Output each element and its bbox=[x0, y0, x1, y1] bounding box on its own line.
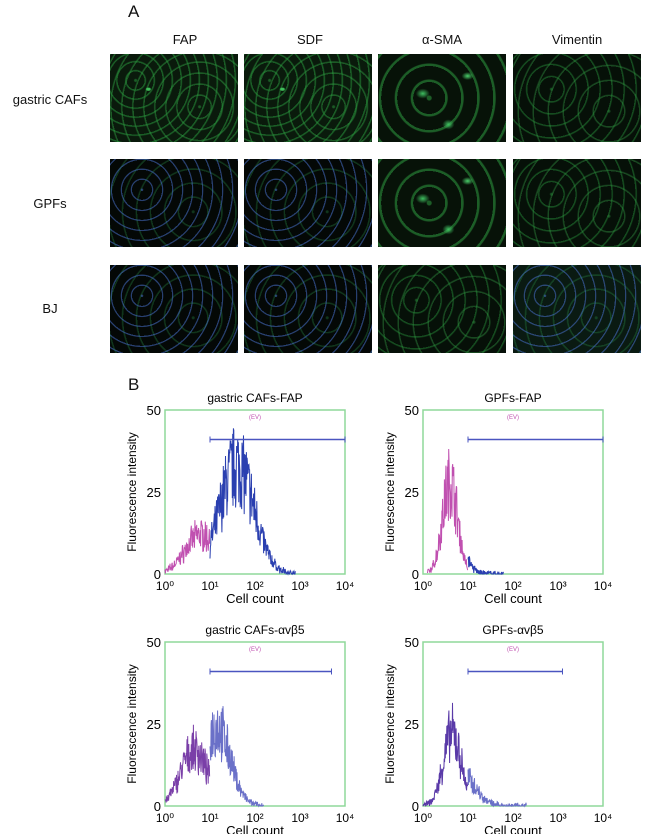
histogram-cafs-avb5: gastric CAFs-αvβ5 (EV) 0 25 50 10⁰ 10¹ 10² 10³ 10… bbox=[125, 623, 355, 834]
y-tick-label: 50 bbox=[147, 403, 161, 418]
y-tick-label: 25 bbox=[405, 717, 419, 732]
x-tick-label: 10⁴ bbox=[336, 811, 355, 825]
micrograph-gpfs-sdf bbox=[244, 159, 372, 247]
row-label-gastric-cafs: gastric CAFs bbox=[12, 92, 88, 107]
x-tick-label: 10² bbox=[504, 579, 521, 593]
histogram-series-stained bbox=[209, 706, 265, 808]
micrograph-cafs-vimentin bbox=[513, 54, 641, 142]
chart-title: gastric CAFs-αvβ5 bbox=[205, 623, 305, 637]
micrograph-bj-vimentin bbox=[513, 265, 641, 353]
y-tick-label: 0 bbox=[412, 567, 419, 582]
histogram-cafs-fap: gastric CAFs-FAP (EV) 0 25 50 10⁰ 10¹ 10² 10³ 10⁴… bbox=[125, 391, 355, 606]
histogram-series-isotype bbox=[427, 448, 469, 574]
micrograph-cafs-asma bbox=[378, 54, 506, 142]
x-tick-label: 10² bbox=[504, 811, 521, 825]
x-tick-label: 10³ bbox=[291, 579, 308, 593]
gate-label: (EV) bbox=[507, 647, 519, 653]
row-label-gpfs: GPFs bbox=[33, 196, 67, 211]
column-header-vimentin: Vimentin bbox=[551, 32, 603, 47]
histogram-gpfs-fap: GPFs-FAP (EV) 0 25 50 10⁰ 10¹ 10² 10³ 10⁴ Cell cou… bbox=[383, 391, 613, 606]
gate-label: (EV) bbox=[249, 647, 261, 653]
x-tick-label: 10³ bbox=[549, 579, 566, 593]
plot-frame bbox=[164, 641, 346, 807]
micrograph-gpfs-vimentin bbox=[513, 159, 641, 247]
y-tick-label: 50 bbox=[147, 635, 161, 650]
plot-frame bbox=[422, 409, 604, 575]
micrograph-cafs-sdf bbox=[244, 54, 372, 142]
plot-frame bbox=[164, 409, 346, 575]
micrograph-bj-sdf bbox=[244, 265, 372, 353]
column-header-asma: α-SMA bbox=[421, 32, 462, 47]
gate-label: (EV) bbox=[249, 415, 261, 421]
y-axis-label: Fluorescence intensity bbox=[125, 664, 139, 783]
y-axis-label: Fluorescence intensity bbox=[383, 432, 397, 551]
y-tick-label: 50 bbox=[405, 635, 419, 650]
x-tick-label: 10⁰ bbox=[156, 579, 174, 593]
x-axis-label: Cell count bbox=[484, 823, 542, 834]
x-tick-label: 10⁴ bbox=[336, 579, 355, 593]
x-tick-label: 10⁰ bbox=[414, 579, 432, 593]
micrograph-gpfs-fap bbox=[110, 159, 238, 247]
gate-label: (EV) bbox=[507, 415, 519, 421]
y-axis-label: Fluorescence intensity bbox=[125, 432, 139, 551]
chart-title: GPFs-αvβ5 bbox=[482, 623, 544, 637]
x-axis-label: Cell count bbox=[484, 591, 542, 606]
panel-a-letter: A bbox=[128, 2, 140, 21]
x-tick-label: 10¹ bbox=[459, 579, 476, 593]
x-axis-label: Cell count bbox=[226, 823, 284, 834]
y-tick-label: 0 bbox=[412, 799, 419, 814]
panel-b-letter: B bbox=[128, 375, 140, 394]
histogram-series-stained bbox=[467, 556, 504, 575]
x-tick-label: 10³ bbox=[291, 811, 308, 825]
column-header-fap: FAP bbox=[172, 32, 198, 47]
y-tick-label: 0 bbox=[154, 567, 161, 582]
histogram-series-stained bbox=[209, 428, 296, 576]
x-tick-label: 10¹ bbox=[201, 579, 218, 593]
column-header-sdf: SDF bbox=[297, 32, 323, 47]
micrograph-cafs-fap bbox=[110, 54, 238, 142]
row-label-bj: BJ bbox=[42, 301, 58, 316]
y-tick-label: 25 bbox=[147, 485, 161, 500]
x-axis-label: Cell count bbox=[226, 591, 284, 606]
histogram-series-isotype bbox=[164, 724, 211, 803]
chart-title: GPFs-FAP bbox=[484, 391, 541, 405]
micrograph-bj-asma bbox=[378, 265, 506, 353]
histogram-gpfs-avb5: GPFs-αvβ5 (EV) 0 25 50 10⁰ 10¹ 10² 10³ 10⁴ Cell co… bbox=[383, 623, 613, 834]
y-tick-label: 25 bbox=[147, 717, 161, 732]
x-tick-label: 10² bbox=[246, 579, 263, 593]
x-tick-label: 10⁰ bbox=[156, 811, 174, 825]
micrograph-bj-fap bbox=[110, 265, 238, 353]
x-tick-label: 10³ bbox=[549, 811, 566, 825]
y-tick-label: 25 bbox=[405, 485, 419, 500]
histogram-series-isotype bbox=[164, 520, 211, 574]
x-tick-label: 10¹ bbox=[459, 811, 476, 825]
chart-title: gastric CAFs-FAP bbox=[207, 391, 302, 405]
histogram-series-isotype bbox=[422, 702, 469, 808]
x-tick-label: 10¹ bbox=[201, 811, 218, 825]
y-axis-label: Fluorescence intensity bbox=[383, 664, 397, 783]
y-tick-label: 50 bbox=[405, 403, 419, 418]
y-tick-label: 0 bbox=[154, 799, 161, 814]
histogram-series-stained bbox=[467, 768, 527, 808]
x-tick-label: 10⁴ bbox=[594, 579, 613, 593]
x-tick-label: 10⁰ bbox=[414, 811, 432, 825]
x-tick-label: 10⁴ bbox=[594, 811, 613, 825]
micrograph-gpfs-asma bbox=[378, 159, 506, 247]
x-tick-label: 10² bbox=[246, 811, 263, 825]
